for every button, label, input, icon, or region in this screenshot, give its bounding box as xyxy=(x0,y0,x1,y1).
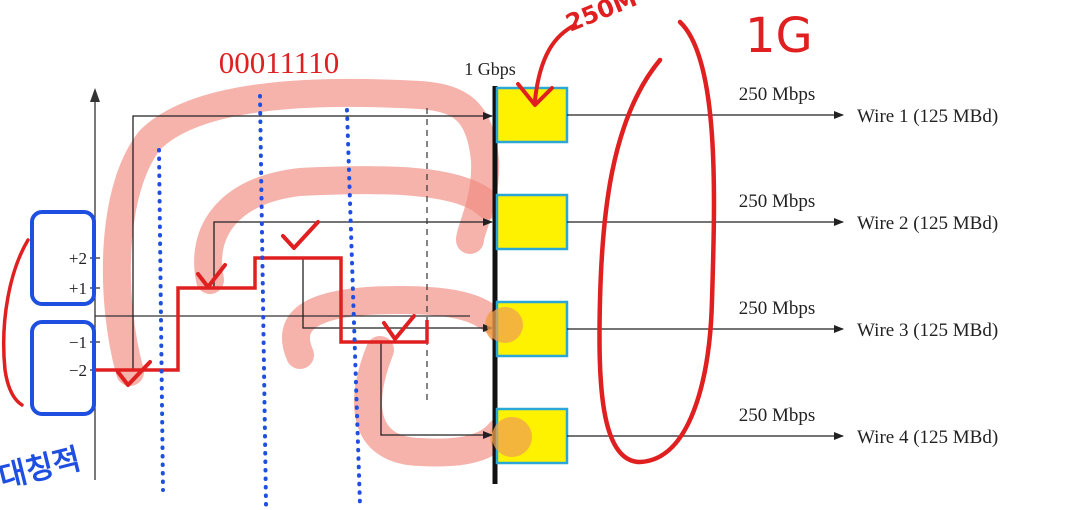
output-wires xyxy=(567,111,844,440)
wire-1-label: Wire 1 (125 MBd) xyxy=(857,106,998,127)
red-arrowhead-box-1 xyxy=(516,82,554,107)
wire-2-label: Wire 2 (125 MBd) xyxy=(857,213,998,234)
wire-3-rate: 250 Mbps xyxy=(739,298,816,319)
level-label-plus2: +2 xyxy=(69,249,87,268)
route-to-wire-4 xyxy=(380,342,493,439)
handwritten-1g: 1G xyxy=(745,8,813,64)
level-label-minus2: −2 xyxy=(69,361,87,380)
highlight-stroke-3 xyxy=(282,286,506,369)
route-to-wire-2 xyxy=(213,218,493,288)
negative-levels-box xyxy=(30,320,96,416)
highlight-strokes xyxy=(102,78,514,467)
orange-overlay-3 xyxy=(487,307,523,343)
wire-2-rate: 250 Mbps xyxy=(739,191,816,212)
route-to-wire-1 xyxy=(132,112,493,370)
routing-arrows xyxy=(132,112,493,439)
highlight-stroke-2 xyxy=(194,166,502,294)
highlight-stroke-4 xyxy=(354,336,514,467)
route-to-wire-3 xyxy=(302,258,493,332)
pam5-signal xyxy=(95,256,429,372)
wire-3-label: Wire 3 (125 MBd) xyxy=(857,320,998,341)
wire-1-rate: 250 Mbps xyxy=(739,84,816,105)
wire-4-label: Wire 4 (125 MBd) xyxy=(857,427,998,448)
level-label-plus1: +1 xyxy=(69,279,87,298)
red-curve-left xyxy=(1,238,30,407)
symbol-dividers xyxy=(157,94,362,507)
bit-pattern-label: 00011110 xyxy=(219,45,340,80)
check-mark-3 xyxy=(281,220,320,250)
wire-4-rate: 250 Mbps xyxy=(739,405,816,426)
encoder-box-2 xyxy=(495,193,569,251)
handwritten-korean-note: 대칭적 xyxy=(0,442,84,496)
orange-overlay-4 xyxy=(492,417,532,457)
positive-levels-box xyxy=(30,210,96,306)
level-label-minus1: −1 xyxy=(69,333,87,352)
highlight-stroke-1 xyxy=(102,78,500,386)
check-marks xyxy=(116,220,416,387)
input-rate-label: 1 Gbps xyxy=(464,59,516,79)
check-mark-4 xyxy=(382,314,416,341)
check-mark-1 xyxy=(116,360,152,387)
handwritten-250m: 250M xyxy=(562,0,641,38)
red-arrow-to-box-1 xyxy=(533,23,577,102)
red-loop-outputs xyxy=(597,19,717,465)
encoder-box-1 xyxy=(495,86,569,144)
check-mark-2 xyxy=(196,263,227,289)
